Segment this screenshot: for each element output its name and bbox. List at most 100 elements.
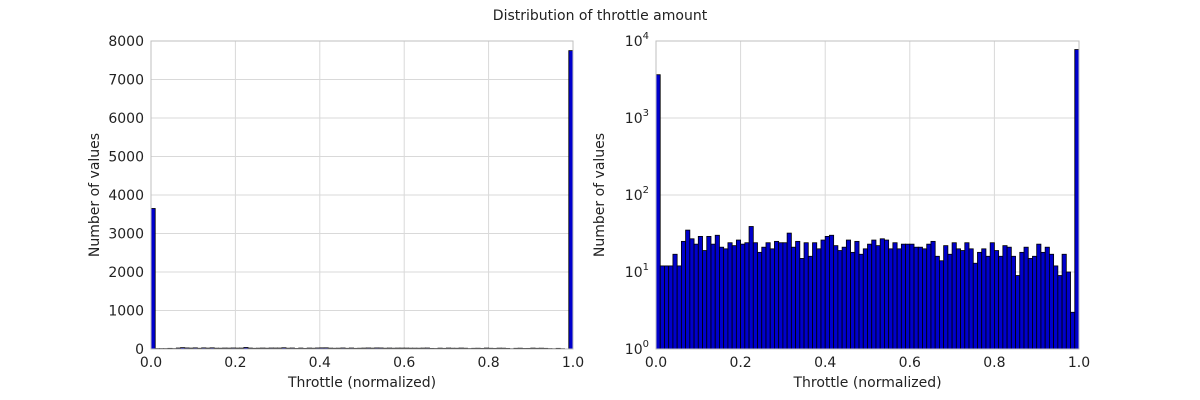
left-x-tick-label: 1.0 [562,355,584,371]
left-y-tick-labels: 0 1000 2000 3000 4000 5000 6000 7000 8000 [108,34,144,358]
right-bar [816,248,822,350]
right-bar [972,262,978,350]
right-y-tick-label: 103 [625,108,649,127]
left-y-tick-label: 2000 [108,265,144,281]
left-axes-frame [150,40,574,350]
right-bar [981,248,987,350]
right-y-tick-exponent: 3 [643,108,649,119]
right-bar [731,245,737,350]
right-bar [947,253,953,350]
right-bar [1006,246,1012,350]
right-bar [850,251,856,350]
right-bar [1065,271,1071,350]
right-bar [943,245,949,350]
right-bar [1036,243,1042,350]
right-bar [676,265,682,350]
right-y-tick-exponent: 0 [643,339,649,350]
right-bar [871,239,877,350]
right-bar [765,242,771,350]
right-bar [1070,311,1076,350]
left-x-tick-label: 0.0 [140,355,162,371]
right-bar [778,242,784,350]
figure-title: Distribution of throttle amount [493,8,708,24]
right-bar [1027,258,1033,350]
right-y-tick-label: 104 [625,31,649,50]
right-bar [888,248,894,350]
left-x-axis-label: Throttle (normalized) [287,375,436,391]
right-bar [659,265,665,350]
right-bar [841,246,847,350]
right-bar [955,248,961,350]
right-bar [702,250,708,350]
left-y-tick-label: 7000 [108,73,144,89]
left-y-tick-label: 0 [135,342,144,358]
right-bar [1002,245,1008,350]
right-bar [769,248,775,350]
right-bar [1032,255,1038,350]
right-bar [875,245,881,350]
right-bar [655,74,661,350]
right-bar [685,229,691,350]
right-bar [748,226,754,350]
right-bar [930,240,936,350]
right-bar [964,242,970,350]
right-bar [1015,275,1021,350]
right-x-tick-label: 0.4 [814,355,836,371]
right-y-axis-label: Number of values [592,133,608,257]
right-y-tick-exponent: 1 [643,262,649,273]
right-bar [909,243,915,350]
left-y-axis-label: Number of values [87,133,103,257]
right-bar [689,238,695,350]
left-bars [150,50,574,350]
right-bar [845,239,851,350]
right-bar [723,248,729,350]
right-bar [693,243,699,350]
right-bar [697,235,703,350]
right-bar [1010,255,1016,350]
right-bar [858,253,864,350]
left-bar [568,50,574,350]
left-histogram-linear: 0.0 0.2 0.4 0.6 0.8 1.0 0 1000 2000 3000 4000 5000… [87,34,584,391]
left-y-tick-label: 6000 [108,111,144,127]
right-axes-frame [655,40,1080,350]
right-x-tick-label: 0.8 [983,355,1005,371]
right-bar [706,235,712,350]
right-bar [985,255,991,350]
right-bar [714,234,720,350]
left-x-tick-label: 0.4 [309,355,331,371]
left-y-tick-label: 4000 [108,188,144,204]
right-bar [934,255,940,350]
left-x-tick-label: 0.6 [393,355,415,371]
right-bar [824,235,830,350]
right-bars [655,49,1080,350]
right-bar [939,260,945,350]
right-bar [803,242,809,350]
right-bar [994,250,1000,350]
right-x-tick-label: 0.6 [899,355,921,371]
right-bar [1048,253,1055,350]
left-y-tick-label: 5000 [108,150,144,166]
right-bar [668,265,674,350]
right-bar [977,251,983,350]
right-bar [884,239,890,350]
right-bar [951,242,957,350]
left-y-tick-label: 8000 [108,34,144,50]
right-bar [664,265,670,350]
right-bar [900,243,906,350]
right-bar [960,250,966,350]
right-bar [710,243,716,350]
right-bar [837,250,843,350]
right-bar [926,243,932,350]
right-bar [672,253,678,350]
left-y-tick-label: 3000 [108,227,144,243]
right-bar [790,246,796,350]
right-y-tick-label: 101 [625,262,649,281]
right-bar [812,242,818,350]
right-bar [1040,251,1046,350]
right-bar [867,243,873,350]
right-bar [735,239,741,350]
right-bar [833,245,839,350]
